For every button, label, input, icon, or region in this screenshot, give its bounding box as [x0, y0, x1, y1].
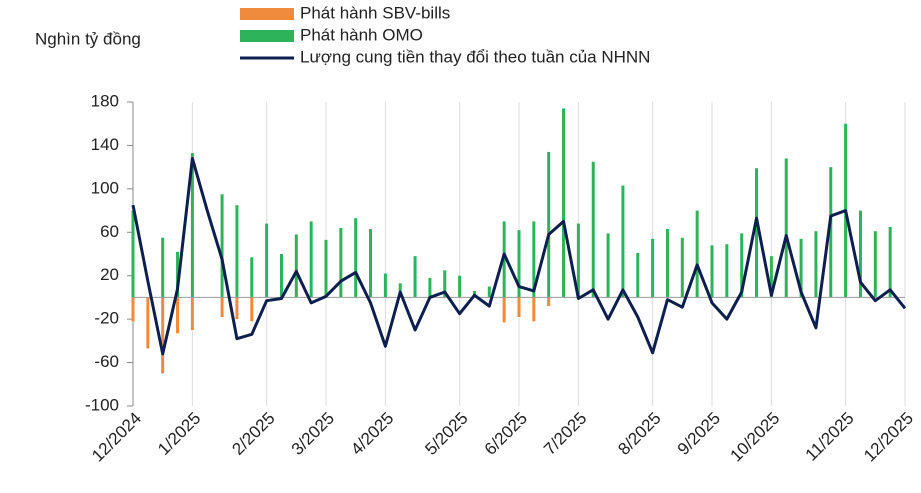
- bar: [131, 297, 135, 322]
- bar: [591, 161, 595, 298]
- bar: [176, 251, 180, 298]
- y-tick-label: 60: [100, 222, 119, 241]
- x-tick-label: 3/2025: [288, 409, 338, 459]
- bar: [665, 229, 669, 298]
- bar: [562, 108, 566, 298]
- bar: [547, 297, 551, 307]
- bar: [235, 205, 239, 298]
- legend-swatch: [240, 8, 294, 20]
- bar: [265, 223, 269, 298]
- legend-label: Phát hành OMO: [300, 25, 423, 44]
- line: [131, 156, 907, 356]
- x-tick-label: 2/2025: [228, 409, 278, 459]
- bar: [532, 221, 536, 298]
- y-axis-label: Nghìn tỷ đồng: [35, 29, 141, 48]
- bar: [443, 270, 447, 298]
- legend-swatch: [240, 30, 294, 42]
- bar: [220, 297, 224, 317]
- bar: [755, 168, 759, 298]
- x-tick-label: 4/2025: [347, 409, 397, 459]
- y-tick-label: 100: [91, 178, 119, 197]
- y-tick-label: 140: [91, 135, 119, 154]
- y-tick-label: -60: [94, 352, 119, 371]
- bar: [784, 158, 788, 298]
- y-tick-label: -20: [94, 309, 119, 328]
- x-tick-label: 12/2024: [88, 409, 145, 466]
- bar: [710, 245, 714, 298]
- bar: [220, 194, 224, 298]
- bar: [621, 185, 625, 298]
- x-tick-label: 9/2025: [674, 409, 724, 459]
- bar: [725, 244, 729, 298]
- bar: [636, 252, 640, 298]
- bar: [651, 238, 655, 298]
- bar: [799, 238, 803, 298]
- x-tick-label: 11/2025: [802, 409, 858, 465]
- bar: [829, 167, 833, 298]
- bar: [324, 239, 328, 298]
- bar: [190, 297, 194, 330]
- x-tick-label: 5/2025: [421, 409, 471, 459]
- x-tick-label: 1/2025: [154, 409, 204, 459]
- bar: [814, 231, 818, 298]
- legend-label: Lượng cung tiền thay đổi theo tuần của N…: [300, 47, 650, 66]
- y-tick-label: 180: [91, 91, 119, 110]
- bar: [383, 273, 387, 298]
- bar: [190, 153, 194, 298]
- x-tick-label: 7/2025: [540, 409, 590, 459]
- bar: [250, 297, 254, 322]
- bar: [517, 230, 521, 298]
- bar: [235, 297, 239, 320]
- bar: [740, 233, 744, 298]
- bar: [250, 257, 254, 298]
- legend-label: Phát hành SBV-bills: [300, 3, 450, 22]
- bar: [606, 233, 610, 298]
- bar: [279, 254, 283, 298]
- bar: [502, 297, 506, 323]
- bar: [547, 151, 551, 298]
- bar: [873, 231, 877, 298]
- bar: [398, 283, 402, 298]
- bar: [339, 227, 343, 298]
- bar: [888, 226, 892, 298]
- x-tick-label: 6/2025: [481, 409, 531, 459]
- bar: [161, 297, 165, 374]
- bar: [428, 277, 432, 298]
- bar: [458, 275, 462, 298]
- bar: [176, 297, 180, 334]
- x-tick-label: 10/2025: [726, 409, 783, 466]
- x-tick-label: 12/2025: [860, 409, 917, 466]
- y-tick-label: -100: [85, 395, 119, 414]
- bar: [146, 297, 150, 349]
- bar: [161, 237, 165, 298]
- bar: [517, 297, 521, 317]
- bar: [769, 256, 773, 298]
- bar: [131, 210, 135, 298]
- bar: [413, 256, 417, 298]
- bar: [487, 286, 491, 298]
- bar: [354, 218, 358, 298]
- bar: [294, 234, 298, 298]
- y-tick-label: 20: [100, 265, 119, 284]
- bar: [309, 221, 313, 298]
- bar: [576, 223, 580, 298]
- bar: [680, 237, 684, 298]
- bar: [695, 210, 699, 298]
- x-tick-label: 8/2025: [614, 409, 664, 459]
- bar: [369, 229, 373, 298]
- bar: [858, 210, 862, 298]
- bar: [532, 297, 536, 322]
